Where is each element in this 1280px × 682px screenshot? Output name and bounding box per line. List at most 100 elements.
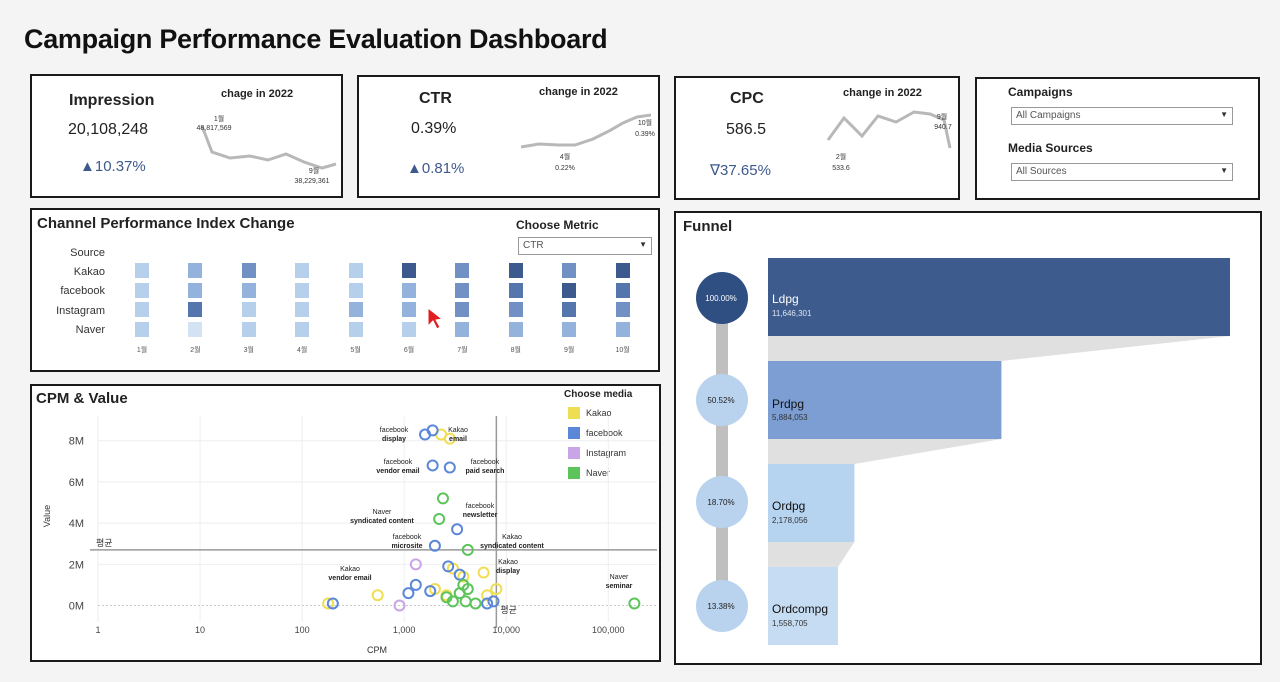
scatter-point-naver[interactable]: [628, 597, 641, 610]
heatmap-cell[interactable]: [508, 263, 523, 278]
ctr-min-month: 4월: [559, 154, 571, 161]
heatmap-cell[interactable]: [402, 282, 416, 298]
scatter-point-naver[interactable]: [459, 595, 472, 608]
heatmap-cell[interactable]: [615, 282, 630, 298]
funnel-pct-label: 100.00%: [705, 294, 737, 303]
scatter-point-kakao[interactable]: [443, 432, 456, 445]
funnel-stage-count: 11,646,301: [772, 309, 812, 318]
heatmap-cell[interactable]: [615, 263, 630, 278]
heatmap-cell[interactable]: [562, 321, 577, 337]
heatmap-cell[interactable]: [135, 263, 149, 278]
heatmap-cell[interactable]: [348, 321, 363, 337]
x-tick-label: 100: [295, 625, 310, 635]
impression-sparkline-title: chage in 2022: [221, 88, 294, 100]
scatter-point-facebook[interactable]: [453, 568, 466, 581]
scatter-point-kakao[interactable]: [481, 589, 494, 602]
heatmap-cell[interactable]: [348, 263, 363, 278]
legend-naver[interactable]: Naver: [586, 468, 611, 478]
heatmap-cell[interactable]: [562, 263, 577, 278]
funnel-stage-circle: [696, 476, 748, 528]
heatmap-cell[interactable]: [562, 302, 577, 317]
heatmap-cell[interactable]: [188, 302, 203, 317]
heatmap-cell[interactable]: [188, 263, 203, 278]
scatter-point-facebook[interactable]: [402, 587, 415, 600]
heatmap-cell[interactable]: [615, 302, 630, 317]
heatmap-month-label: 7월: [457, 347, 468, 354]
scatter-point-facebook[interactable]: [442, 560, 455, 573]
heatmap-cell[interactable]: [615, 321, 630, 337]
cpc-sparkline: [826, 110, 952, 149]
funnel-stage-name: Ldpg: [772, 292, 799, 306]
scatter-point-facebook[interactable]: [419, 428, 432, 441]
scatter-point-facebook[interactable]: [409, 578, 422, 591]
funnel-connector: [768, 439, 1002, 464]
heatmap-cell[interactable]: [295, 282, 310, 298]
legend-facebook[interactable]: facebook: [586, 428, 623, 438]
heatmap-cell[interactable]: [402, 321, 416, 337]
heatmap-cell[interactable]: [562, 282, 577, 298]
scatter-point-facebook[interactable]: [428, 539, 441, 552]
scatter-point-facebook[interactable]: [481, 597, 494, 610]
heatmap-cell[interactable]: [241, 321, 256, 337]
heatmap-cell[interactable]: [241, 263, 256, 278]
scatter-point-naver[interactable]: [461, 543, 474, 556]
metric-select[interactable]: CTR ▼: [518, 237, 652, 255]
scatter-annotation: facebook vendor email: [376, 459, 419, 475]
heatmap-cell[interactable]: [348, 282, 363, 298]
heatmap-cell[interactable]: [188, 321, 203, 337]
legend-instagram[interactable]: Instagram: [586, 448, 627, 458]
legend-swatch-naver[interactable]: [568, 467, 580, 479]
legend-kakao[interactable]: Kakao: [586, 408, 612, 418]
scatter-point-facebook[interactable]: [426, 459, 439, 472]
heatmap-cell[interactable]: [348, 302, 363, 317]
heatmap-cell[interactable]: [402, 302, 416, 317]
heatmap-cell[interactable]: [455, 282, 470, 298]
scatter-point-instagram[interactable]: [409, 558, 422, 571]
scatter-point-kakao[interactable]: [490, 583, 503, 596]
scatter-point-facebook[interactable]: [443, 461, 456, 474]
scatter-point-facebook[interactable]: [451, 523, 464, 536]
heatmap-cell[interactable]: [241, 282, 256, 298]
campaigns-select[interactable]: All Campaigns ▼: [1011, 107, 1233, 125]
scatter-point-facebook[interactable]: [424, 585, 437, 598]
legend-swatch-instagram[interactable]: [568, 447, 580, 459]
scatter-point-kakao[interactable]: [322, 597, 335, 610]
scatter-point-naver[interactable]: [433, 513, 446, 525]
scatter-point-facebook[interactable]: [487, 595, 500, 608]
heatmap-month-label: 10월: [615, 347, 630, 354]
heatmap-cell[interactable]: [508, 321, 523, 337]
heatmap-cell[interactable]: [455, 321, 470, 337]
heatmap-cell[interactable]: [508, 302, 523, 317]
scatter-point-naver[interactable]: [436, 492, 449, 505]
ctr-change: ▲0.81%: [407, 160, 465, 177]
legend-swatch-facebook[interactable]: [568, 427, 580, 439]
heatmap-cell[interactable]: [455, 302, 470, 317]
heatmap-cell[interactable]: [241, 302, 256, 317]
scatter-point-kakao[interactable]: [371, 589, 384, 602]
scatter-annotation: Kakao email: [448, 427, 468, 443]
heatmap-cell[interactable]: [135, 282, 149, 298]
heatmap-cell[interactable]: [135, 321, 149, 337]
funnel-pct-label: 13.38%: [707, 602, 735, 611]
heatmap-cell[interactable]: [508, 282, 523, 298]
legend-swatch-kakao[interactable]: [568, 407, 580, 419]
heatmap-cell[interactable]: [295, 263, 310, 278]
x-axis-label: CPM: [367, 645, 387, 655]
heatmap-cell[interactable]: [295, 302, 310, 317]
heatmap-month-label: 2월: [190, 347, 201, 354]
cpc-min-value: 533.6: [832, 165, 850, 172]
scatter-point-naver[interactable]: [440, 591, 453, 604]
impression-end-month: 9월: [308, 168, 320, 175]
scatter-point-kakao[interactable]: [477, 566, 490, 579]
scatter-point-instagram[interactable]: [393, 599, 406, 612]
heatmap-cell[interactable]: [135, 302, 149, 317]
heatmap-cell[interactable]: [455, 263, 470, 278]
scatter-point-naver[interactable]: [469, 597, 482, 610]
heatmap-cell[interactable]: [295, 321, 310, 337]
scatter-point-naver[interactable]: [453, 587, 466, 600]
media-sources-select[interactable]: All Sources ▼: [1011, 163, 1233, 181]
heatmap-cell[interactable]: [188, 282, 203, 298]
heatmap-cell[interactable]: [402, 263, 416, 278]
scatter-annotation: Kakao display: [496, 559, 520, 575]
scatter-point-facebook[interactable]: [326, 597, 339, 610]
